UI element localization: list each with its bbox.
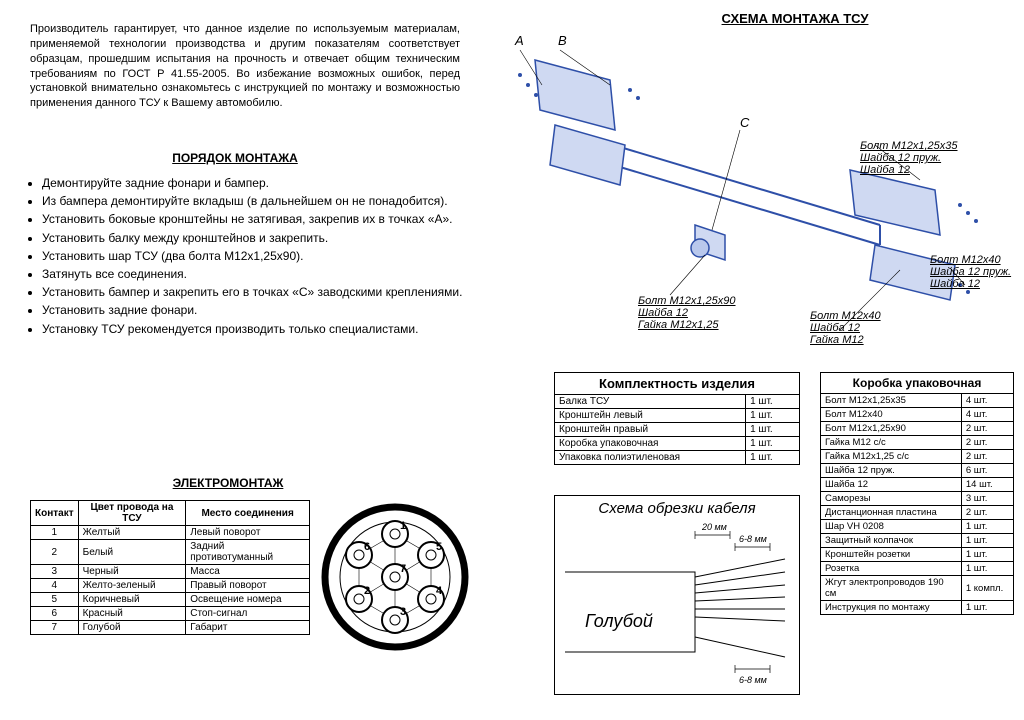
heading-schema: СХЕМА МОНТАЖА ТСУ xyxy=(690,10,900,28)
svg-text:С: С xyxy=(740,115,750,130)
table-row: 4Желто-зеленыйПравый поворот xyxy=(31,579,310,593)
svg-text:2: 2 xyxy=(364,585,370,597)
table-row: 2БелыйЗадний противотуманный xyxy=(31,540,310,565)
table-row: Болт М12х1,25х902 шт. xyxy=(821,422,1014,436)
heading-electro: ЭЛЕКТРОМОНТАЖ xyxy=(138,475,318,491)
table-row: Розетка1 шт. xyxy=(821,562,1014,576)
step-item: Установить бампер и закрепить его в точк… xyxy=(42,284,464,300)
assembly-diagram: А В С xyxy=(490,30,1020,360)
box-table: Коробка упаковочнаяБолт М12х1,25х354 шт.… xyxy=(820,372,1014,615)
step-item: Из бампера демонтируйте вкладыш (в дальн… xyxy=(42,193,464,209)
table-row: 3ЧерныйМасса xyxy=(31,565,310,579)
table-row: Болт М12х404 шт. xyxy=(821,408,1014,422)
table-row: Гайка М12 с/с2 шт. xyxy=(821,436,1014,450)
svg-text:Голубой: Голубой xyxy=(585,611,653,631)
connector-diagram: 1 5 4 3 2 6 7 xyxy=(318,500,473,655)
step-item: Установить шар ТСУ (два болта М12х1,25х9… xyxy=(42,248,464,264)
table-row: Шайба 1214 шт. xyxy=(821,478,1014,492)
svg-text:В: В xyxy=(558,33,567,48)
step-item: Затянуть все соединения. xyxy=(42,266,464,282)
table-row: Защитный колпачок1 шт. xyxy=(821,534,1014,548)
callout-group-2: Болт М12х1,25х90 Шайба 12 Гайка М12х1,25 xyxy=(638,295,736,331)
svg-text:7: 7 xyxy=(400,563,406,575)
step-item: Установку ТСУ рекомендуется производить … xyxy=(42,321,464,337)
svg-text:20 мм: 20 мм xyxy=(701,522,727,532)
step-item: Установить балку между кронштейнов и зак… xyxy=(42,230,464,246)
table-row: Гайка М12х1,25 с/с2 шт. xyxy=(821,450,1014,464)
heading-order: ПОРЯДОК МОНТАЖА xyxy=(125,150,345,166)
table-row: 5КоричневыйОсвещение номера xyxy=(31,593,310,607)
cable-heading: Схема обрезки кабеля xyxy=(555,500,799,517)
callout-group-1: Болт М12х1,25х35 Шайба 12 пруж. Шайба 12 xyxy=(860,140,958,176)
table-row: Балка ТСУ1 шт. xyxy=(555,395,800,409)
step-item: Демонтируйте задние фонари и бампер. xyxy=(42,175,464,191)
svg-text:А: А xyxy=(514,33,524,48)
table-row: Инструкция по монтажу1 шт. xyxy=(821,601,1014,615)
svg-text:6-8 мм: 6-8 мм xyxy=(739,675,767,685)
complect-table: Комплектность изделияБалка ТСУ1 шт.Кронш… xyxy=(554,372,800,465)
table-row: Болт М12х1,25х354 шт. xyxy=(821,394,1014,408)
intro-text: Производитель гарантирует, что данное из… xyxy=(30,22,460,111)
callout-group-4: Болт М12х40 Шайба 12 пруж. Шайба 12 xyxy=(930,254,1011,290)
table-row: Кронштейн правый1 шт. xyxy=(555,423,800,437)
svg-text:1: 1 xyxy=(400,520,406,532)
cable-diagram: Схема обрезки кабеля 20 мм 6-8 мм 6-8 мм… xyxy=(554,495,800,695)
svg-text:5: 5 xyxy=(436,541,442,553)
svg-text:6: 6 xyxy=(364,541,370,553)
table-row: Жгут электропроводов 190 см1 компл. xyxy=(821,576,1014,601)
table-row: Шар VH 02081 шт. xyxy=(821,520,1014,534)
steps-list: Демонтируйте задние фонари и бампер. Из б… xyxy=(24,175,464,339)
step-item: Установить боковые кронштейны не затягив… xyxy=(42,211,464,227)
table-row: 7ГолубойГабарит xyxy=(31,621,310,635)
table-row: Саморезы3 шт. xyxy=(821,492,1014,506)
table-row: Кронштейн левый1 шт. xyxy=(555,409,800,423)
callout-group-3: Болт М12х40 Шайба 12 Гайка М12 xyxy=(810,310,881,346)
table-row: Шайба 12 пруж.6 шт. xyxy=(821,464,1014,478)
table-row: Коробка упаковочная1 шт. xyxy=(555,437,800,451)
table-row: 1ЖелтыйЛевый поворот xyxy=(31,526,310,540)
svg-text:4: 4 xyxy=(436,585,443,597)
table-row: Кронштейн розетки1 шт. xyxy=(821,548,1014,562)
svg-text:6-8 мм: 6-8 мм xyxy=(739,534,767,544)
wiring-table: КонтактЦвет провода на ТСУМесто соединен… xyxy=(30,500,310,635)
table-row: 6КрасныйСтоп-сигнал xyxy=(31,607,310,621)
table-row: Дистанционная пластина2 шт. xyxy=(821,506,1014,520)
svg-text:3: 3 xyxy=(400,606,406,618)
table-row: Упаковка полиэтиленовая1 шт. xyxy=(555,451,800,465)
step-item: Установить задние фонари. xyxy=(42,302,464,318)
